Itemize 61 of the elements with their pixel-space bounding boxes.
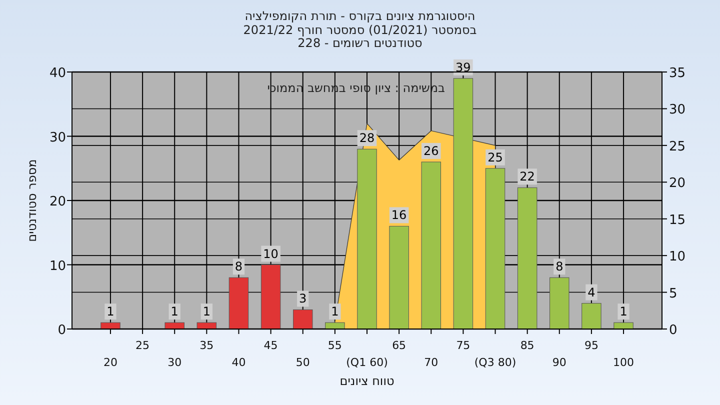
y2-tick-label: 15	[669, 212, 686, 228]
y2-tick-label: 5	[669, 286, 678, 302]
x-tick-label: 75	[456, 339, 470, 352]
bar	[582, 303, 602, 330]
y2-tick-label: 25	[669, 139, 686, 154]
data-label: 1	[202, 304, 210, 319]
data-label: 10	[263, 246, 278, 261]
y-axis-title: מספר סטודנטים	[25, 159, 39, 242]
bar	[389, 226, 409, 330]
y2-tick-label: 30	[669, 102, 686, 118]
x-tick-label: 30	[168, 356, 182, 369]
x-tick-label: 50	[296, 356, 310, 369]
data-label: 22	[520, 170, 535, 184]
data-label: 1	[170, 304, 178, 319]
y-tick-label: 20	[49, 194, 66, 210]
x-tick-label: (Q3 80)	[474, 356, 516, 369]
x-tick-label: 55	[328, 339, 342, 352]
data-label: 4	[588, 285, 596, 300]
y2-tick-label: 10	[669, 250, 686, 265]
chart-title: היסטוגרמת ציונים בקורס - תורת הקומפילציה	[244, 9, 476, 23]
y-tick-label: 30	[49, 130, 66, 146]
y-tick-label: 10	[49, 258, 66, 274]
x-tick-label: 40	[232, 356, 246, 369]
x-tick-label: 70	[424, 356, 438, 369]
x-tick-label: 45	[264, 339, 278, 352]
data-label: 1	[106, 304, 114, 319]
data-label: 1	[331, 304, 339, 319]
x-tick-label: 65	[392, 339, 406, 352]
bar	[293, 309, 313, 330]
data-label: 28	[359, 131, 375, 146]
x-tick-label: 25	[136, 339, 150, 352]
y2-tick-label: 0	[669, 323, 678, 338]
x-tick-label: 90	[552, 356, 566, 369]
x-tick-label: 85	[520, 339, 534, 352]
data-label: 8	[556, 260, 564, 274]
bar	[550, 277, 570, 330]
bar	[228, 277, 249, 330]
bar	[485, 168, 506, 330]
bar	[260, 264, 281, 330]
bar	[517, 187, 538, 330]
y2-tick-label: 35	[669, 66, 686, 81]
data-label: 39	[456, 60, 471, 74]
data-label: 3	[299, 292, 307, 306]
x-tick-label: (Q1 60)	[346, 356, 388, 369]
y-tick-label: 0	[58, 323, 66, 338]
data-label: 16	[391, 208, 407, 222]
bar	[357, 148, 377, 330]
y2-tick-label: 20	[669, 176, 686, 192]
x-tick-label: 95	[584, 339, 598, 352]
x-tick-label: 35	[200, 339, 214, 352]
x-tick-label: 100	[613, 356, 634, 369]
y-tick-label: 40	[49, 66, 66, 81]
chart-subtitle: בסמסטר (01/2021) סמסטר חורף 2021/22 סטודנטים רשומים - 228	[243, 23, 477, 50]
data-label: 8	[234, 260, 243, 274]
data-label: 26	[423, 144, 439, 158]
bar	[421, 162, 441, 330]
x-tick-label: 20	[103, 356, 118, 369]
data-label: 1	[620, 304, 628, 319]
x-axis-title: טווח ציונים	[340, 374, 394, 388]
data-label: 25	[488, 150, 503, 164]
bar	[453, 78, 474, 330]
